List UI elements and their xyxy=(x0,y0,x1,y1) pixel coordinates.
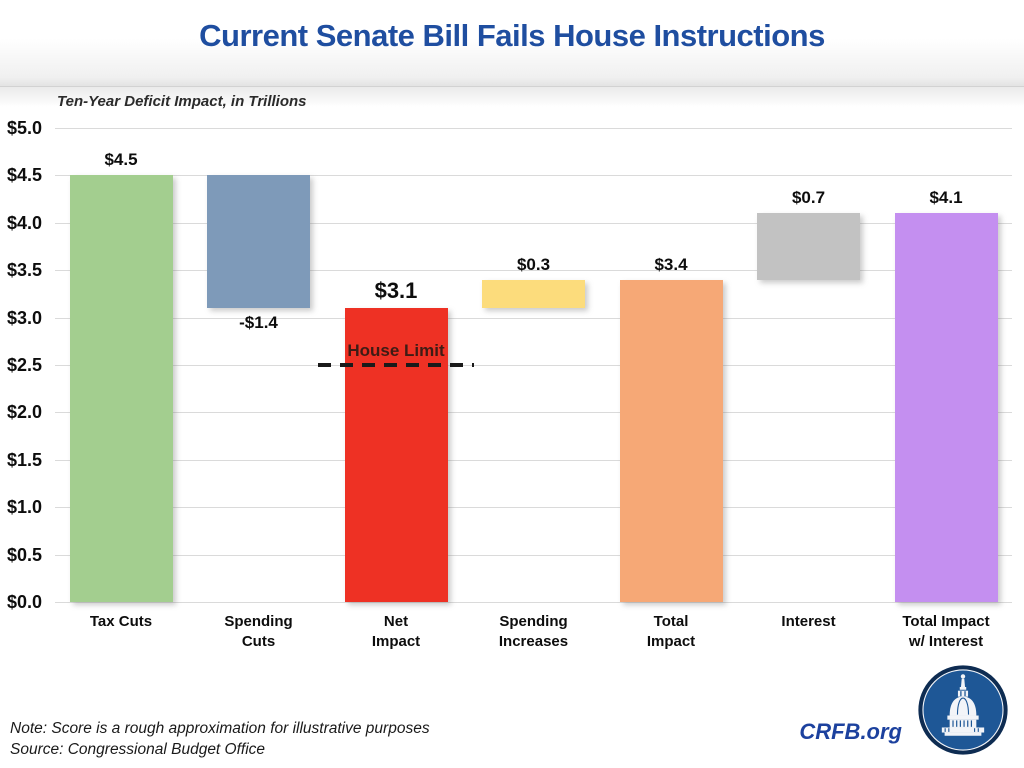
bar-interest xyxy=(757,213,860,280)
house-limit-label: House Limit xyxy=(347,341,445,360)
bar-value-label: $4.5 xyxy=(104,150,138,170)
x-axis-label: Net Impact xyxy=(371,613,421,650)
y-axis-tick-label: $0.5 xyxy=(7,544,43,565)
gridline xyxy=(55,602,1012,603)
gridline xyxy=(55,270,1012,272)
gridline xyxy=(55,317,1012,319)
y-axis-tick-label: $4.0 xyxy=(7,212,43,233)
source-line: Source: Congressional Budget Office xyxy=(10,741,266,758)
footnote-block: Note: Score is a rough approximation for… xyxy=(10,718,430,760)
bar-spending-cuts xyxy=(207,175,310,309)
gridline xyxy=(55,459,1012,461)
gridline xyxy=(55,554,1012,556)
y-axis-tick-label: $3.0 xyxy=(7,307,43,328)
gridline xyxy=(55,128,1012,129)
crfb-capitol-logo-icon xyxy=(918,665,1008,755)
y-axis-tick-label: $1.0 xyxy=(7,497,43,518)
crfb-org-label: CRFB.org xyxy=(799,719,902,744)
house-limit-line xyxy=(318,363,474,367)
bar-value-label: $0.3 xyxy=(516,254,551,274)
bar-tax-cuts xyxy=(69,175,173,602)
bar-value-label: $0.7 xyxy=(791,188,826,208)
x-axis-label: Total Impact xyxy=(646,613,696,650)
bar-value-label: $3.1 xyxy=(374,278,418,304)
y-axis-tick-label: $5.0 xyxy=(7,118,43,138)
bar-value-label: $4.1 xyxy=(929,188,963,208)
y-axis-tick-label: $1.5 xyxy=(7,449,43,470)
gridline xyxy=(55,175,1012,177)
bar-value-label: $3.4 xyxy=(654,254,688,274)
header-band xyxy=(0,0,1024,87)
y-axis-tick-label: $3.5 xyxy=(7,260,43,281)
x-axis-label: Total Impact w/ Interest xyxy=(902,613,990,650)
gridline xyxy=(55,365,1012,366)
x-axis-label: Spending Cuts xyxy=(224,613,293,650)
gridline xyxy=(55,507,1012,509)
y-axis-tick-label: $0.0 xyxy=(7,592,43,612)
bar-net-impact xyxy=(344,308,448,602)
bar-spending-increases xyxy=(482,279,585,309)
bar-total-impact-w-interest xyxy=(894,213,998,602)
header-fade xyxy=(0,87,1024,107)
gridline xyxy=(55,412,1012,414)
x-axis-label: Tax Cuts xyxy=(89,613,153,630)
bar-total-impact xyxy=(619,279,723,602)
gridline xyxy=(55,222,1012,224)
x-axis-label: Spending Increases xyxy=(498,613,569,650)
y-axis-tick-label: $4.5 xyxy=(7,165,43,186)
axis-units-note: Ten-Year Deficit Impact, in Trillions xyxy=(57,93,307,110)
chart-title: Current Senate Bill Fails House Instruct… xyxy=(199,18,825,53)
bar-value-label: -$1.4 xyxy=(239,313,278,333)
y-axis-tick-label: $2.0 xyxy=(7,402,43,423)
y-axis-tick-label: $2.5 xyxy=(7,355,43,375)
x-axis-label: Interest xyxy=(781,613,836,630)
note-line: Note: Score is a rough approximation for… xyxy=(10,720,430,737)
